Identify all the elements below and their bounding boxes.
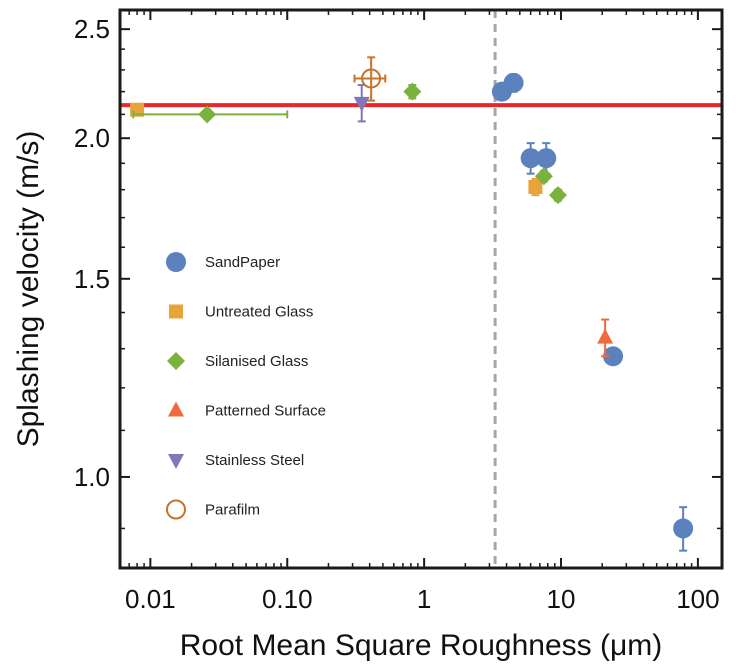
y-tick-label: 2.5 bbox=[74, 14, 110, 44]
sandpaper-point bbox=[673, 518, 694, 539]
plot-frame bbox=[118, 8, 724, 570]
legend-marker-untreated-glass bbox=[169, 304, 183, 319]
patterned-surface-point bbox=[597, 328, 614, 344]
series-patterned-surface bbox=[597, 318, 614, 358]
legend-label-parafilm: Parafilm bbox=[205, 502, 260, 519]
y-tick-label: 1.5 bbox=[74, 264, 110, 294]
y-tick-label: 1.0 bbox=[74, 462, 110, 492]
legend-item-silanised-glass: Silanised Glass bbox=[167, 352, 308, 370]
silanised-glass-point bbox=[548, 186, 567, 205]
sandpaper-point bbox=[503, 72, 524, 93]
series-parafilm bbox=[353, 56, 387, 102]
legend-label-silanised-glass: Silanised Glass bbox=[205, 353, 308, 370]
series-silanised-glass bbox=[132, 82, 567, 205]
legend-marker-stainless-steel bbox=[168, 454, 184, 469]
x-tick-label: 100 bbox=[676, 584, 719, 614]
legend-label-stainless-steel: Stainless Steel bbox=[205, 452, 304, 469]
series-untreated-glass bbox=[130, 102, 543, 197]
silanised-glass-point bbox=[534, 167, 553, 186]
silanised-glass-point bbox=[198, 105, 217, 124]
plot-area bbox=[120, 10, 722, 568]
y-tick-label: 2.0 bbox=[74, 123, 110, 153]
sandpaper-point bbox=[520, 148, 541, 169]
sandpaper-point bbox=[536, 148, 557, 169]
x-axis-title: Root Mean Square Roughness (μm) bbox=[180, 629, 663, 662]
legend-marker-sandpaper bbox=[166, 252, 186, 272]
legend: SandPaper Untreated Glass Silanised Glass P… bbox=[166, 252, 326, 520]
x-tick-label: 0.01 bbox=[125, 584, 176, 614]
y-axis-title: Splashing velocity (m/s) bbox=[12, 131, 45, 448]
legend-marker-patterned-surface bbox=[168, 401, 184, 417]
untreated-glass-point bbox=[528, 179, 543, 194]
legend-item-stainless-steel: Stainless Steel bbox=[168, 452, 304, 469]
parafilm-point bbox=[361, 68, 382, 89]
series-sandpaper bbox=[491, 72, 694, 552]
x-tick-label: 0.10 bbox=[262, 584, 313, 614]
series-stainless-steel bbox=[353, 84, 370, 123]
legend-marker-silanised-glass bbox=[167, 352, 185, 370]
silanised-glass-point bbox=[403, 82, 422, 101]
stainless-steel-point bbox=[353, 96, 370, 112]
legend-label-untreated-glass: Untreated Glass bbox=[205, 304, 313, 321]
axis-ticks: 0.01 0.10 1 10 100 1.0 1.5 2.0 2.5 bbox=[74, 10, 722, 614]
legend-item-sandpaper: SandPaper bbox=[166, 252, 280, 272]
sandpaper-point bbox=[603, 346, 624, 367]
legend-marker-parafilm bbox=[166, 499, 186, 520]
legend-item-patterned-surface: Patterned Surface bbox=[168, 401, 326, 420]
legend-label-sandpaper: SandPaper bbox=[205, 254, 280, 271]
x-tick-label: 1 bbox=[417, 584, 431, 614]
x-tick-label: 10 bbox=[547, 584, 576, 614]
legend-item-untreated-glass: Untreated Glass bbox=[169, 304, 313, 321]
legend-item-parafilm: Parafilm bbox=[166, 499, 260, 520]
legend-label-patterned-surface: Patterned Surface bbox=[205, 403, 326, 420]
